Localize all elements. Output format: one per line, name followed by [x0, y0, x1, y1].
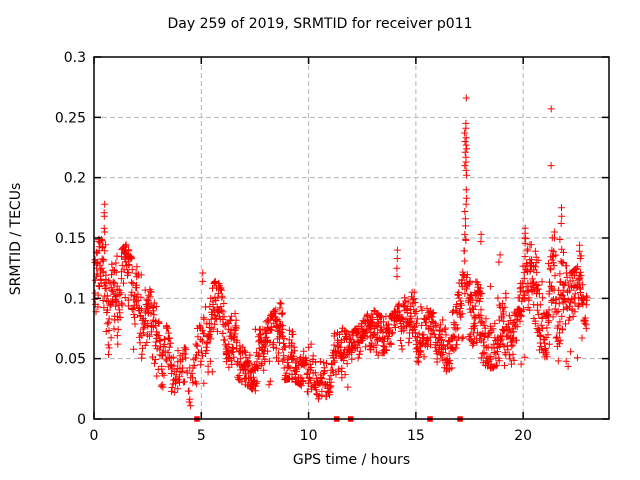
x-tick-label: 5 — [197, 428, 206, 444]
x-tick-label: 15 — [407, 428, 425, 444]
chart-title: Day 259 of 2019, SRMTID for receiver p01… — [167, 16, 473, 32]
y-axis-label: SRMTID / TECUs — [8, 182, 24, 296]
y-tick-label: 0.25 — [55, 110, 86, 126]
y-tick-label: 0.05 — [55, 352, 86, 368]
tick-marks — [93, 56, 609, 420]
y-tick-label: 0.3 — [64, 50, 86, 66]
y-tick-label: 0 — [77, 412, 86, 428]
x-tick-label: 20 — [514, 428, 532, 444]
x-axis-label: GPS time / hours — [292, 452, 411, 468]
y-tick-label: 0.1 — [64, 291, 86, 307]
y-tick-label: 0.15 — [55, 231, 86, 247]
scatter-points — [91, 94, 591, 410]
y-tick-label: 0.2 — [64, 171, 86, 187]
x-tick-label: 10 — [300, 428, 318, 444]
x-tick-label: 0 — [90, 428, 99, 444]
